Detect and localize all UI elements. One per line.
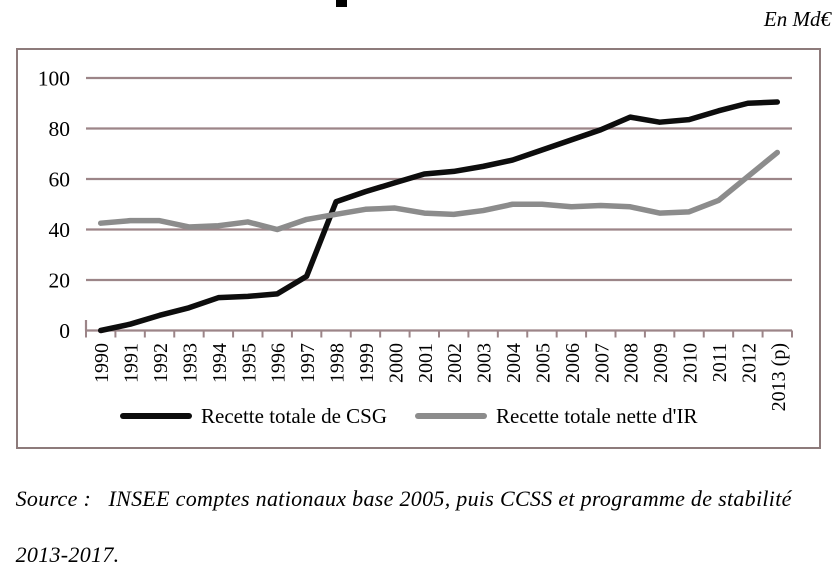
x-tick-label-2011: 2011 xyxy=(709,343,731,382)
y-tick-label-40: 40 xyxy=(49,218,71,242)
chart-frame: 0 20 40 60 80 100 1990 1991 1992 1993 1994 1995 1996… xyxy=(16,48,821,449)
series-line-0 xyxy=(97,99,781,334)
x-tick-label-2007: 2007 xyxy=(591,343,613,383)
x-tick-label-1997: 1997 xyxy=(297,343,319,383)
x-tick-label-1995: 1995 xyxy=(238,343,260,383)
x-tick-label-1994: 1994 xyxy=(209,343,231,383)
x-tick-label-2012: 2012 xyxy=(738,343,760,383)
y-tick-label-100: 100 xyxy=(38,67,70,91)
x-tick-label-2005: 2005 xyxy=(532,343,554,383)
x-tick-label-1998: 1998 xyxy=(327,343,349,383)
x-tick-label-1992: 1992 xyxy=(150,343,172,383)
x-tick-label-2010: 2010 xyxy=(680,343,702,383)
line-chart: 0 20 40 60 80 100 1990 1991 1992 1993 1994 1995 1996… xyxy=(38,67,793,411)
x-tick-label-2000: 2000 xyxy=(385,343,407,383)
legend-label-csg: Recette totale de CSG xyxy=(201,403,388,428)
x-tick-label-2009: 2009 xyxy=(650,343,672,383)
source-note: Source : INSEE comptes nationaux base 20… xyxy=(4,457,838,569)
source-note-line2: 2013-2017. xyxy=(15,542,120,567)
csg-line-swatch xyxy=(120,413,192,419)
y-tick-label-0: 0 xyxy=(59,319,70,343)
x-tick-label-1999: 1999 xyxy=(356,343,378,383)
legend-item-ir: Recette totale nette d'IR xyxy=(415,403,697,429)
x-tick-label-2001: 2001 xyxy=(415,343,437,383)
unit-label: En Md€ xyxy=(763,7,831,31)
x-tick-label-2004: 2004 xyxy=(503,343,525,383)
y-tick-label-60: 60 xyxy=(49,168,71,192)
y-tick-label-80: 80 xyxy=(49,117,71,141)
source-note-line1: Source : INSEE comptes nationaux base 20… xyxy=(15,486,792,511)
x-tick-label-2003: 2003 xyxy=(474,343,496,383)
x-tick-label-1991: 1991 xyxy=(121,343,143,383)
x-tick-label-1990: 1990 xyxy=(91,343,113,383)
x-tick-label-2008: 2008 xyxy=(621,343,643,383)
x-tick-label-1993: 1993 xyxy=(179,343,201,383)
ir-line-swatch xyxy=(415,413,487,419)
y-tick-label-20: 20 xyxy=(49,269,71,293)
legend-item-csg: Recette totale de CSG xyxy=(120,403,387,429)
x-tick-label-2006: 2006 xyxy=(562,343,584,383)
x-tick-label-2002: 2002 xyxy=(444,343,466,383)
x-tick-label-2013p: 2013 (p) xyxy=(768,343,790,411)
cropped-title-mark xyxy=(336,0,347,7)
legend-label-ir: Recette totale nette d'IR xyxy=(496,403,698,428)
x-tick-label-1996: 1996 xyxy=(268,343,290,383)
series-line-1 xyxy=(97,149,781,233)
